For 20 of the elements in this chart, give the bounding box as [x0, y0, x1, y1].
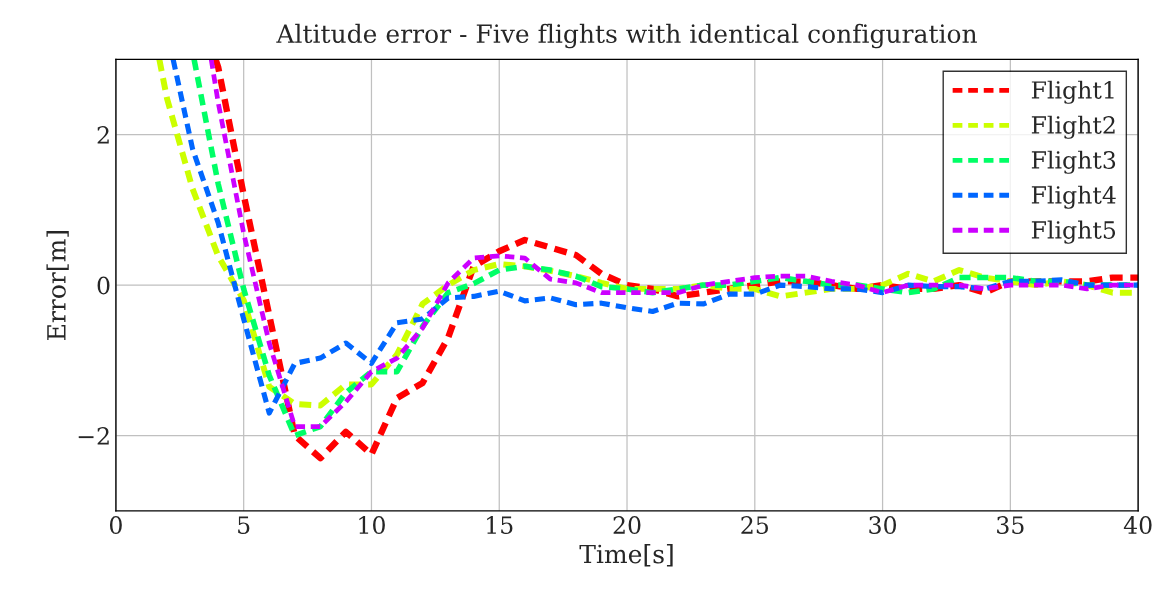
- chart-title: Altitude error - Five flights with identical configuration: [276, 23, 977, 49]
- legend-label: Flight4: [1031, 185, 1116, 209]
- x-tick-label: 15: [487, 516, 513, 534]
- x-tick-label: 0: [109, 516, 122, 534]
- legend-label: Flight5: [1031, 220, 1116, 244]
- x-tick-label: 20: [613, 516, 641, 534]
- legend-label: Flight2: [1031, 115, 1115, 139]
- x-tick-label: 10: [359, 516, 385, 534]
- x-tick-label: 30: [869, 516, 897, 534]
- x-tick-label: 35: [997, 516, 1024, 534]
- x-tick-label: 40: [1123, 516, 1152, 534]
- x-tick-label: 5: [238, 516, 250, 534]
- x-axis-title: Time[s]: [579, 544, 673, 567]
- y-tick-label: 2: [97, 126, 109, 144]
- legend-label: Flight1: [1031, 80, 1114, 104]
- x-tick-label: 25: [741, 516, 768, 534]
- y-tick-label: −2: [78, 427, 109, 445]
- y-axis-title: Error[m]: [46, 231, 69, 340]
- y-tick-label: 0: [97, 276, 110, 295]
- legend-label: Flight3: [1031, 150, 1116, 174]
